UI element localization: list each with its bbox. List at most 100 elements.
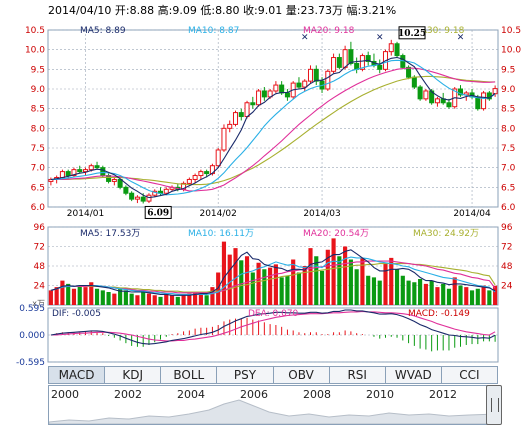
volume-bar [412,282,417,305]
candle-body [100,167,106,177]
timeline-year: 2002 [114,388,142,401]
tab-wvad[interactable]: WVAD [386,367,442,383]
candle-body [59,171,65,179]
marker-icon: ✕ [457,33,465,43]
volume-bar [475,288,480,305]
candle-body [423,90,429,100]
volume-bar [106,292,111,305]
volume-bar [169,295,175,305]
candle-body [215,149,221,167]
volume-bar [262,269,267,305]
price-callout-box [398,26,426,40]
macd-legend-2: MACD: -0.149 [408,309,470,319]
tab-cci[interactable]: CCI [459,368,480,382]
price-tick-right: 8.0 [501,124,516,134]
volume-bar [158,296,163,305]
volume-legend-2: MA20: 20.54万 [303,229,369,239]
price-tick-left: 9.0 [31,85,46,95]
volume-legend-3: MA30: 24.92万 [413,229,479,239]
volume-tick-right: 72 [501,243,512,253]
candle-body [302,80,308,88]
volume-bar [273,264,278,305]
volume-bar [291,259,296,305]
volume-bar [469,290,475,305]
candle-body [388,43,394,53]
volume-bar [89,282,94,305]
volume-bar [406,280,411,305]
macd-tick: 0.000 [19,331,45,341]
timeline-scroll-handle[interactable] [486,385,502,425]
candle-body [117,178,123,188]
candle-body [198,171,204,177]
volume-bar [198,293,203,305]
price-tick-right: 7.0 [501,164,516,174]
volume-bar [354,269,359,305]
volume-bar [389,257,394,305]
volume-bar [181,295,186,305]
volume-bar [302,266,307,305]
close-label: 收: [243,4,258,17]
macd-legend-1: DEA: 0.070 [248,309,299,319]
candle-body [279,84,285,94]
volume-bar [418,279,423,305]
candle-body [71,169,77,177]
candle-body [296,82,302,88]
macd-dea-line [50,310,496,342]
volume-bar [435,287,440,305]
volume-bar [204,295,209,305]
volume-bar [337,256,342,305]
volume-bar [94,288,100,305]
volume-bar [227,254,232,305]
candle-body [238,112,244,118]
price-tick-left: 10.5 [25,26,45,36]
price-tick-right: 10.0 [501,46,521,56]
candle-body [446,102,452,108]
tab-kdj[interactable]: KDJ [105,367,162,383]
volume-bar [314,256,319,305]
candle-body [256,90,262,106]
volume-bar [141,292,146,305]
volume-bar [146,293,152,305]
tab-rsi[interactable]: RSI [330,367,386,383]
candle-body [163,188,169,194]
candle-body [406,66,412,78]
candle-body [221,127,227,151]
volume-tick-right: 96 [501,223,513,233]
open-value: 8.88 [129,4,155,17]
grip-icon [491,398,499,412]
volume-bar [285,275,290,305]
volume-bar [441,283,446,305]
timeline-navigator[interactable]: 2000 2002 2004 2006 2008 2010 2012 [48,385,498,425]
price-tick-left: 6.5 [31,183,45,193]
price-tick-left: 6.0 [31,203,46,213]
price-callout-label: 6.09 [147,208,169,218]
candle-body [457,88,464,96]
volume-bar [308,248,313,305]
tab-macd[interactable]: MACD [49,367,106,383]
macd-tick: 0.595 [19,304,45,314]
candle-body [336,57,342,68]
price-tick-left: 10.0 [25,46,45,56]
volume-tick-left: 24 [34,282,46,292]
price-callout-box [144,205,172,219]
volume-bar [48,290,53,305]
quote-date: 2014/04/10 [48,4,112,17]
candle-body [123,186,129,194]
stock-chart[interactable]: 10.5 10.5 10.0 10.0 9.5 9.5 9.0 9.0 8.5 8.5 8.0 8.0… [0,0,522,366]
tab-obv[interactable]: OBV [274,367,330,383]
tab-boll[interactable]: BOLL [161,367,218,383]
price-callout-label: 10.25 [398,29,426,39]
volume-bar [77,285,82,305]
candle-body [186,178,192,184]
volume-bar [331,238,336,305]
volume-bar [423,283,428,305]
candle-body [48,178,54,182]
volume-bar [187,293,192,305]
candle-body [348,49,354,64]
candle-body [250,102,256,106]
volume-bar [464,287,469,305]
price-legend-0: MA5: 8.89 [80,26,126,36]
volume-legend-1: MA10: 16.11万 [188,229,254,239]
volume-bar [400,275,405,305]
tab-psy[interactable]: PSY [217,367,274,383]
